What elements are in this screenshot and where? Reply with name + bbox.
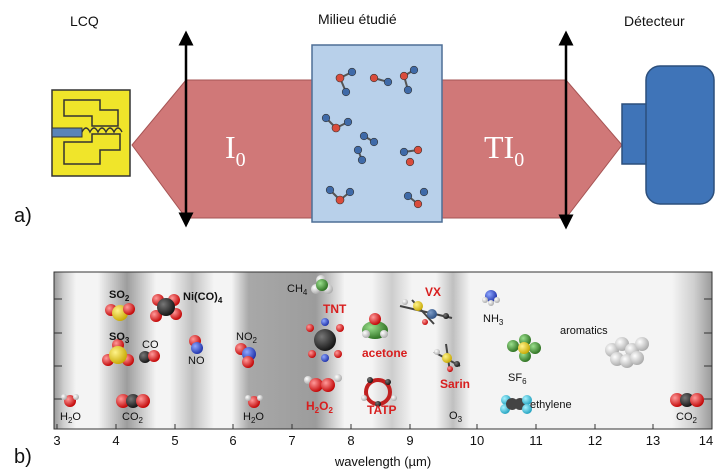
molecule-tnt <box>306 318 344 362</box>
x-tick-label: 9 <box>406 433 413 448</box>
molecule-sarin <box>433 343 461 373</box>
detector <box>621 65 715 205</box>
label-h2o2: H2O2 <box>306 399 333 415</box>
output-beam <box>441 79 623 219</box>
molecule-acetone <box>362 313 388 339</box>
label-aromatics: aromatics <box>560 325 608 337</box>
molecule-nh3 <box>482 290 500 306</box>
molecule-so3 <box>102 339 134 366</box>
panel-a: LCQ Milieu étudié Détecteur a) I0 TI0 <box>14 11 715 230</box>
label-no2: NO2 <box>236 331 258 345</box>
panel-b-tag: b) <box>14 446 32 468</box>
label-so3: SO3 <box>109 331 130 345</box>
label-no: NO <box>188 355 205 367</box>
label-nico4: Ni(CO)4 <box>183 291 223 305</box>
x-tick-label: 4 <box>112 433 119 448</box>
y-ticks <box>54 298 712 400</box>
molecule-h2o-left <box>61 394 79 407</box>
x-tick-label: 12 <box>588 433 602 448</box>
molecule-h2o-mid <box>245 395 263 408</box>
molecule-co2-left <box>116 394 150 408</box>
qcl-chip <box>51 89 131 177</box>
label-ethylene: ethylene <box>530 399 572 411</box>
source-label: LCQ <box>70 13 99 29</box>
label-co2-left: CO2 <box>122 411 144 425</box>
label-acetone: acetone <box>362 346 408 360</box>
x-tick-label: 11 <box>529 433 543 448</box>
input-beam <box>131 79 313 219</box>
molecule-vx <box>399 299 453 325</box>
molecule-sf6 <box>507 334 541 362</box>
molecule-no2 <box>235 343 256 368</box>
molecule-ethylene <box>500 395 532 414</box>
panel-b: b) 3 4 5 6 7 8 9 10 11 12 13 <box>14 271 713 469</box>
molecule-co2-right <box>670 393 704 407</box>
molecule-co <box>139 350 160 363</box>
molecule-no <box>189 335 203 354</box>
x-axis: 3 4 5 6 7 8 9 10 11 12 13 14 wavelength … <box>53 424 713 469</box>
x-axis-title: wavelength (µm) <box>334 454 431 469</box>
x-tick-label: 10 <box>470 433 484 448</box>
label-tnt: TNT <box>323 302 347 316</box>
beam-out-label: TI0 <box>484 129 524 171</box>
x-tick-label: 14 <box>699 433 713 448</box>
molecule-tatp <box>361 377 397 407</box>
label-sf6: SF6 <box>508 372 527 386</box>
x-tick-label: 13 <box>646 433 660 448</box>
molecule-aromatics <box>605 337 649 368</box>
label-tatp: TATP <box>367 403 397 417</box>
label-o3: O3 <box>449 410 463 424</box>
label-h2o-left: H2O <box>60 411 81 425</box>
molecule-h2o2 <box>304 374 342 392</box>
x-tick-label: 5 <box>171 433 178 448</box>
label-sarin: Sarin <box>440 377 470 391</box>
x-tick-label: 7 <box>288 433 295 448</box>
x-tick-label: 8 <box>347 433 354 448</box>
label-ch4: CH4 <box>287 283 308 297</box>
detector-label: Détecteur <box>624 13 685 29</box>
x-tick-label: 6 <box>229 433 236 448</box>
beam-in-label: I0 <box>225 129 246 171</box>
molecule-ch4 <box>311 275 333 294</box>
label-co: CO <box>142 339 159 351</box>
label-nh3: NH3 <box>483 313 504 327</box>
molecule-so2 <box>105 303 135 321</box>
panel-a-tag: a) <box>14 205 32 227</box>
molecule-nico4 <box>150 294 182 322</box>
plot-frame <box>53 271 713 430</box>
gas-atoms <box>321 65 429 209</box>
label-co2-right: CO2 <box>676 411 698 425</box>
label-so2: SO2 <box>109 289 130 303</box>
medium-label: Milieu étudié <box>318 11 397 27</box>
x-tick-label: 3 <box>53 433 60 448</box>
label-h2o-mid: H2O <box>243 411 264 425</box>
label-vx: VX <box>425 285 441 299</box>
